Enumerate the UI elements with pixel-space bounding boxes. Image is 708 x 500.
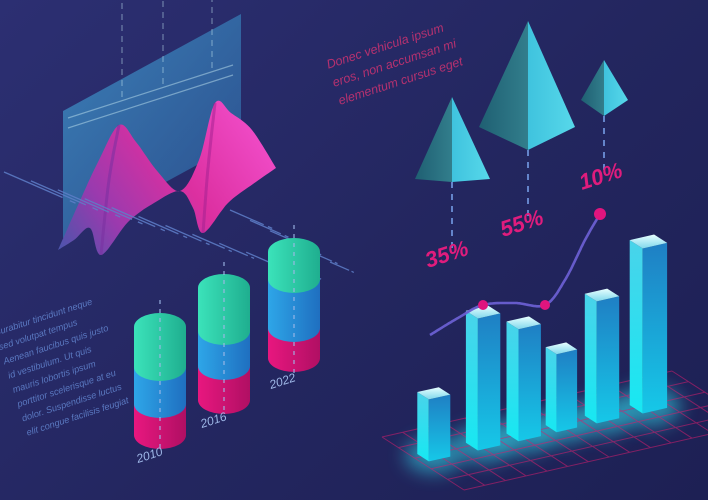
svg-text:2022: 2022	[267, 370, 298, 392]
svg-text:35%: 35%	[422, 235, 472, 272]
svg-text:10%: 10%	[576, 157, 626, 194]
svg-text:2010: 2010	[134, 444, 165, 466]
svg-text:2016: 2016	[198, 409, 229, 431]
svg-text:55%: 55%	[497, 204, 547, 241]
